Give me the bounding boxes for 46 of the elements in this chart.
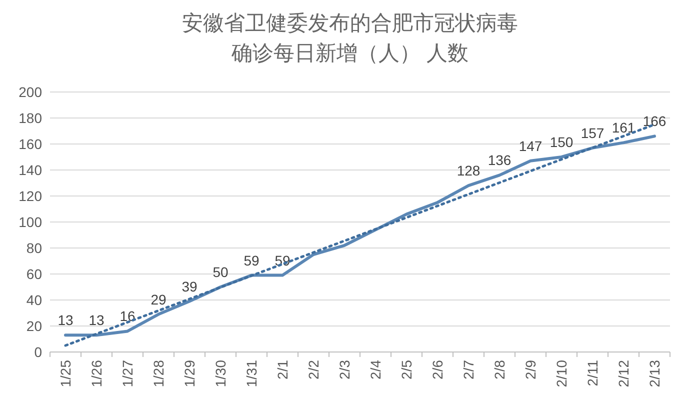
x-tick-label: 2/6 bbox=[430, 360, 446, 380]
data-label: 50 bbox=[212, 264, 228, 280]
data-label: 13 bbox=[88, 312, 104, 328]
y-tick-label: 80 bbox=[26, 240, 42, 256]
y-tick-label: 20 bbox=[26, 318, 42, 334]
chart-title: 安徽省卫健委发布的合肥市冠状病毒 bbox=[182, 12, 518, 35]
x-tick-label: 2/7 bbox=[460, 360, 476, 380]
data-label: 147 bbox=[518, 138, 542, 154]
y-tick-label: 160 bbox=[18, 136, 42, 152]
x-tick-label: 1/26 bbox=[88, 360, 104, 388]
x-tick-label: 1/27 bbox=[120, 360, 136, 388]
y-tick-label: 200 bbox=[18, 84, 42, 100]
x-tick-label: 2/9 bbox=[522, 360, 538, 380]
x-tick-label: 1/28 bbox=[150, 360, 166, 388]
y-tick-label: 100 bbox=[18, 214, 42, 230]
data-label: 136 bbox=[488, 152, 512, 168]
x-tick-label: 2/12 bbox=[616, 360, 632, 388]
data-label: 29 bbox=[150, 291, 166, 308]
data-label: 150 bbox=[550, 134, 574, 150]
x-tick-label: 2/5 bbox=[398, 360, 414, 380]
y-tick-label: 0 bbox=[34, 344, 42, 360]
x-tick-label: 2/2 bbox=[306, 360, 322, 380]
data-label: 166 bbox=[642, 113, 666, 130]
x-tick-label: 2/11 bbox=[584, 360, 600, 386]
data-label: 59 bbox=[244, 252, 260, 268]
chart-subtitle: 确诊每日新增（人） 人数 bbox=[230, 42, 468, 65]
x-tick-label: 1/29 bbox=[182, 360, 198, 388]
y-tick-label: 60 bbox=[26, 266, 42, 282]
x-tick-label: 2/1 bbox=[274, 360, 290, 380]
data-label: 128 bbox=[456, 162, 480, 179]
data-label: 39 bbox=[182, 278, 198, 294]
x-tick-label: 1/31 bbox=[244, 360, 260, 388]
y-tick-label: 180 bbox=[18, 110, 42, 126]
y-tick-label: 140 bbox=[18, 162, 42, 178]
data-label: 13 bbox=[58, 312, 74, 328]
x-tick-label: 2/4 bbox=[368, 360, 384, 380]
x-tick-label: 2/3 bbox=[336, 360, 352, 380]
x-tick-label: 1/25 bbox=[58, 360, 74, 388]
x-tick-label: 2/13 bbox=[646, 360, 662, 388]
data-label: 157 bbox=[580, 124, 604, 141]
x-tick-label: 2/10 bbox=[554, 360, 570, 388]
x-tick-label: 2/8 bbox=[492, 360, 508, 380]
y-tick-label: 40 bbox=[26, 292, 42, 308]
y-tick-label: 120 bbox=[18, 188, 42, 204]
data-label: 161 bbox=[612, 120, 636, 136]
x-tick-label: 1/30 bbox=[212, 360, 228, 388]
